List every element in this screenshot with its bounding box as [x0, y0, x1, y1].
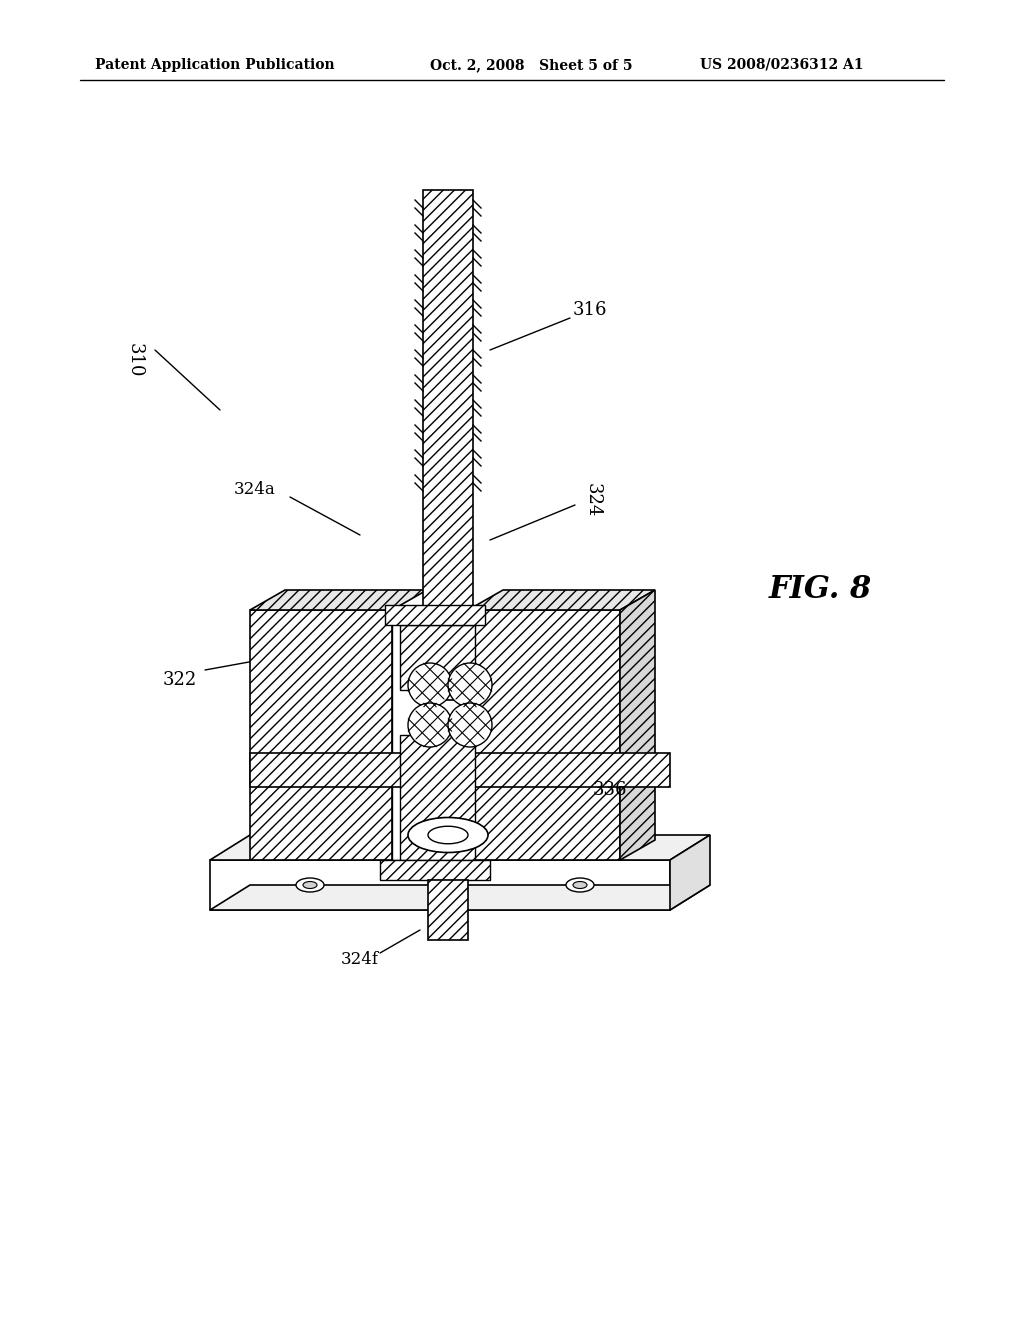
Ellipse shape [408, 817, 488, 853]
Text: 324: 324 [584, 483, 602, 517]
Polygon shape [620, 590, 655, 861]
Ellipse shape [408, 663, 452, 708]
Polygon shape [468, 610, 620, 861]
Polygon shape [385, 605, 485, 624]
Ellipse shape [573, 882, 587, 888]
Polygon shape [250, 590, 427, 610]
Text: US 2008/0236312 A1: US 2008/0236312 A1 [700, 58, 863, 73]
Polygon shape [423, 190, 473, 700]
Polygon shape [210, 884, 710, 909]
Ellipse shape [449, 704, 492, 747]
Ellipse shape [449, 663, 492, 708]
Text: 336: 336 [593, 781, 628, 799]
Text: 324a: 324a [234, 482, 275, 499]
Polygon shape [468, 590, 655, 610]
Text: FIG. 8: FIG. 8 [768, 574, 871, 606]
Text: 310: 310 [126, 343, 144, 378]
Ellipse shape [296, 878, 324, 892]
Ellipse shape [428, 826, 468, 843]
Ellipse shape [303, 882, 317, 888]
Ellipse shape [408, 704, 452, 747]
Polygon shape [250, 752, 670, 787]
Text: 322: 322 [163, 671, 198, 689]
Polygon shape [380, 861, 490, 880]
Text: Patent Application Publication: Patent Application Publication [95, 58, 335, 73]
Text: 324f: 324f [341, 952, 379, 969]
Polygon shape [210, 861, 670, 909]
Polygon shape [400, 735, 475, 861]
Polygon shape [250, 610, 392, 861]
Ellipse shape [566, 878, 594, 892]
Text: 316: 316 [572, 301, 607, 319]
Polygon shape [392, 610, 468, 861]
Polygon shape [428, 880, 468, 940]
Polygon shape [670, 836, 710, 909]
Text: Oct. 2, 2008   Sheet 5 of 5: Oct. 2, 2008 Sheet 5 of 5 [430, 58, 633, 73]
Polygon shape [210, 836, 710, 861]
Polygon shape [400, 624, 475, 690]
